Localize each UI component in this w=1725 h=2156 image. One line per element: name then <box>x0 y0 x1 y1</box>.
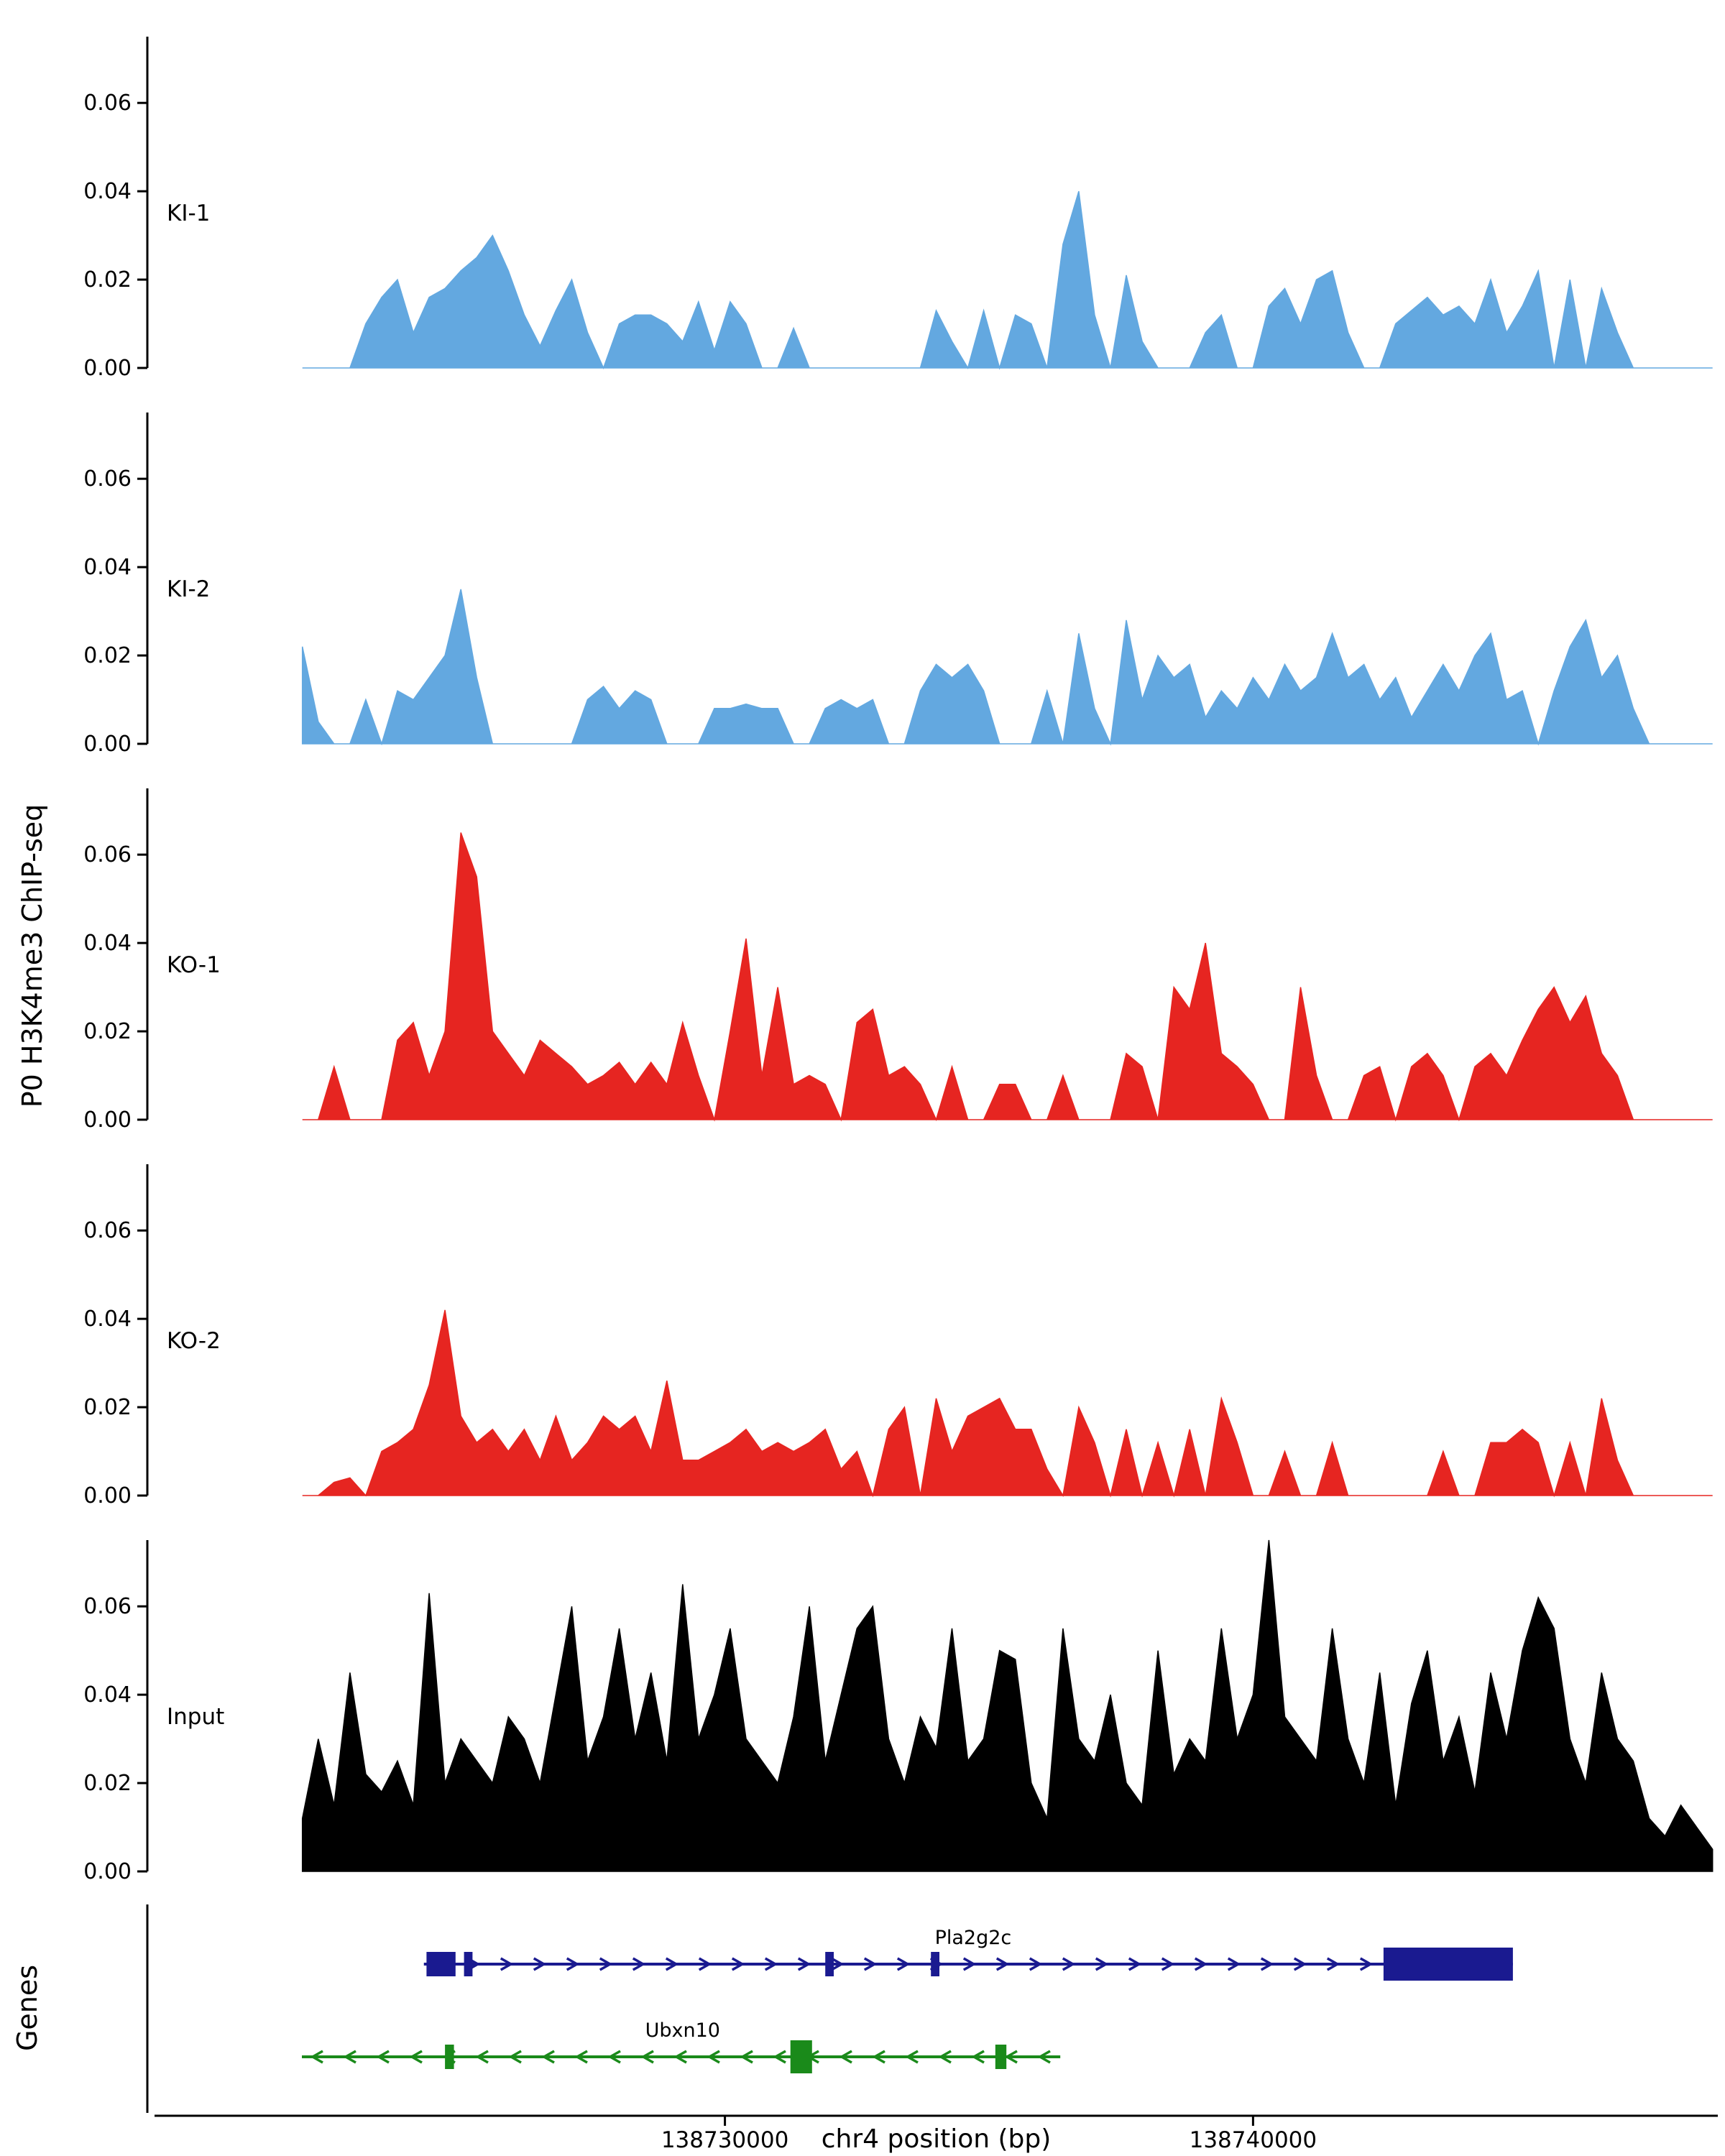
gene-strand-arrow-Ubxn10 <box>839 2050 852 2064</box>
gene-strand-arrow-Pla2g2c <box>1194 1957 1208 1971</box>
gene-strand-arrow-Pla2g2c <box>797 1957 811 1971</box>
gene-strand-arrow-Pla2g2c <box>1227 1957 1241 1971</box>
gene-strand-arrow-Ubxn10 <box>508 2050 522 2064</box>
y-tick-label-KO-2: 0.06 <box>83 1218 132 1243</box>
gene-strand-arrow-Pla2g2c <box>1029 1957 1043 1971</box>
y-tick-label-KI-1: 0.06 <box>83 91 132 116</box>
gene-strand-arrow-Pla2g2c <box>1095 1957 1109 1971</box>
gene-strand-arrow-Pla2g2c <box>1128 1957 1142 1971</box>
gene-exon-Ubxn10 <box>790 2040 812 2073</box>
x-tick-label: 138740000 <box>1190 2127 1317 2153</box>
gene-strand-arrow-Ubxn10 <box>1004 2050 1018 2064</box>
y-tick-label-Input: 0.04 <box>83 1682 132 1708</box>
track-label-KI-1: KI-1 <box>167 201 210 226</box>
gene-label-Ubxn10: Ubxn10 <box>645 2019 720 2042</box>
y-tick-label-KI-2: 0.04 <box>83 555 132 580</box>
gene-strand-arrow-Pla2g2c <box>632 1957 646 1971</box>
x-tick-label: 138730000 <box>661 2127 789 2153</box>
signal-area-KO-2 <box>302 1309 1713 1498</box>
track-label-Input: Input <box>167 1704 224 1730</box>
y-tick-label-KO-2: 0.02 <box>83 1395 132 1420</box>
gene-exon-Pla2g2c <box>1383 1948 1513 1981</box>
y-tick-label-KO-2: 0.00 <box>83 1483 132 1508</box>
y-tick-label-KO-1: 0.06 <box>83 842 132 867</box>
y-tick-label-KI-1: 0.02 <box>83 267 132 292</box>
gene-exon-Ubxn10 <box>995 2045 1007 2069</box>
gene-strand-arrow-Pla2g2c <box>1161 1957 1175 1971</box>
gene-strand-arrow-Ubxn10 <box>707 2050 720 2064</box>
gene-strand-arrow-Ubxn10 <box>475 2050 489 2064</box>
gene-strand-arrow-Pla2g2c <box>830 1957 845 1971</box>
gene-exon-Ubxn10 <box>445 2045 454 2069</box>
gene-strand-arrow-Pla2g2c <box>995 1957 1010 1971</box>
gene-strand-arrow-Ubxn10 <box>872 2050 886 2064</box>
y-tick-label-Input: 0.02 <box>83 1771 132 1796</box>
y-tick-label-KO-1: 0.00 <box>83 1107 132 1133</box>
y-tick-label-KO-1: 0.04 <box>83 931 132 956</box>
gene-strand-arrow-Ubxn10 <box>607 2050 621 2064</box>
y-axis-title: P0 H3K4me3 ChIP-seq <box>17 803 48 1108</box>
gene-label-Pla2g2c: Pla2g2c <box>935 1927 1012 1949</box>
gene-strand-arrow-Ubxn10 <box>640 2050 654 2064</box>
signal-area-KI-1 <box>302 190 1713 370</box>
gene-strand-arrow-Ubxn10 <box>310 2050 323 2064</box>
gene-strand-arrow-Pla2g2c <box>566 1957 580 1971</box>
gene-strand-arrow-Ubxn10 <box>409 2050 423 2064</box>
gene-strand-arrow-Pla2g2c <box>896 1957 911 1971</box>
y-tick-label-KI-1: 0.04 <box>83 179 132 204</box>
gene-strand-arrow-Pla2g2c <box>1260 1957 1274 1971</box>
gene-strand-arrow-Pla2g2c <box>1326 1957 1340 1971</box>
gene-strand-arrow-Pla2g2c <box>500 1957 514 1971</box>
gene-strand-arrow-Ubxn10 <box>905 2050 919 2064</box>
signal-area-KI-2 <box>301 589 1713 746</box>
y-tick-label-KI-2: 0.06 <box>83 466 132 492</box>
track-label-KO-1: KO-1 <box>167 952 221 978</box>
gene-strand-arrow-Ubxn10 <box>740 2050 753 2064</box>
gene-strand-arrow-Pla2g2c <box>1359 1957 1374 1971</box>
y-tick-label-KO-2: 0.04 <box>83 1307 132 1332</box>
gene-strand-arrow-Ubxn10 <box>971 2050 985 2064</box>
gene-strand-arrow-Pla2g2c <box>731 1957 745 1971</box>
y-tick-label-KI-2: 0.00 <box>83 732 132 757</box>
gene-strand-arrow-Ubxn10 <box>541 2050 555 2064</box>
gene-strand-arrow-Ubxn10 <box>343 2050 356 2064</box>
gene-strand-arrow-Pla2g2c <box>698 1957 712 1971</box>
gene-strand-arrow-Pla2g2c <box>962 1957 977 1971</box>
y-tick-label-KI-2: 0.02 <box>83 643 132 668</box>
track-label-KO-2: KO-2 <box>167 1328 221 1354</box>
gene-strand-arrow-Ubxn10 <box>1037 2050 1051 2064</box>
gene-strand-arrow-Pla2g2c <box>599 1957 613 1971</box>
gene-exon-Pla2g2c <box>825 1952 834 1976</box>
gene-exon-Pla2g2c <box>464 1952 473 1976</box>
track-label-KI-2: KI-2 <box>167 576 210 602</box>
y-tick-label-KO-1: 0.02 <box>83 1019 132 1044</box>
gene-strand-arrow-Pla2g2c <box>1293 1957 1307 1971</box>
signal-area-KO-1 <box>302 832 1713 1122</box>
gene-exon-Pla2g2c <box>426 1952 456 1976</box>
gene-strand-arrow-Pla2g2c <box>863 1957 878 1971</box>
y-tick-label-Input: 0.00 <box>83 1859 132 1884</box>
gene-strand-arrow-Ubxn10 <box>673 2050 687 2064</box>
y-tick-label-KI-1: 0.00 <box>83 356 132 381</box>
gene-strand-arrow-Pla2g2c <box>1062 1957 1076 1971</box>
gene-strand-arrow-Ubxn10 <box>938 2050 952 2064</box>
gene-strand-arrow-Ubxn10 <box>773 2050 786 2064</box>
x-axis-title: chr4 position (bp) <box>821 2124 1052 2154</box>
gene-strand-arrow-Ubxn10 <box>574 2050 588 2064</box>
gene-strand-arrow-Pla2g2c <box>764 1957 778 1971</box>
gene-exon-Pla2g2c <box>931 1952 939 1976</box>
gene-strand-arrow-Pla2g2c <box>533 1957 547 1971</box>
genes-axis-title: Genes <box>12 1964 43 2052</box>
gene-strand-arrow-Pla2g2c <box>665 1957 679 1971</box>
signal-area-Input <box>301 1539 1714 1872</box>
y-tick-label-Input: 0.06 <box>83 1594 132 1619</box>
gene-strand-arrow-Ubxn10 <box>376 2050 390 2064</box>
